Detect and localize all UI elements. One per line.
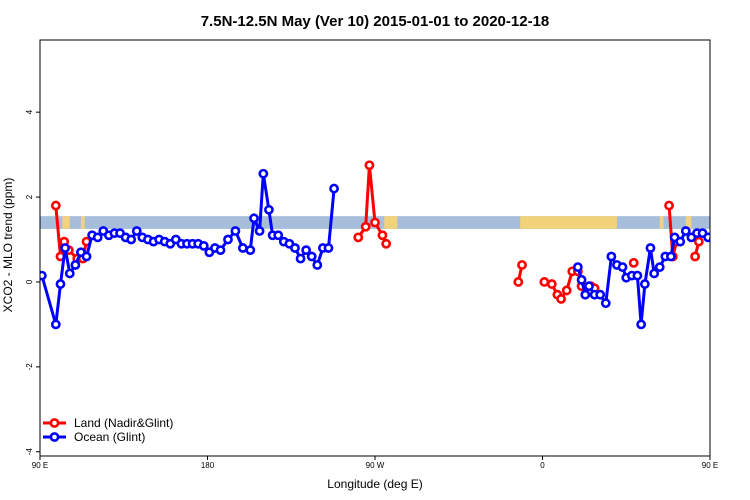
data-point <box>273 230 284 241</box>
data-point <box>628 257 639 268</box>
data-point <box>295 253 306 264</box>
data-point <box>572 262 583 273</box>
legend-swatch-marker <box>49 432 60 442</box>
y-tick-label: -2 <box>25 363 34 371</box>
data-point <box>360 221 371 232</box>
legend-label: Land (Nadir&Glint) <box>74 416 173 430</box>
land-band-segment <box>520 216 617 229</box>
data-point <box>693 236 704 247</box>
data-point <box>301 245 312 256</box>
data-point <box>546 279 557 289</box>
data-point <box>539 277 550 287</box>
data-point <box>81 251 92 262</box>
data-point <box>258 168 269 179</box>
data-point <box>60 243 71 253</box>
data-point <box>237 243 248 253</box>
data-point <box>323 243 334 253</box>
data-point <box>576 274 587 285</box>
land-band-segment <box>659 216 664 229</box>
data-point <box>50 319 61 330</box>
data-point <box>50 200 61 211</box>
data-point <box>254 226 265 236</box>
data-point <box>675 236 686 247</box>
data-point <box>353 232 364 243</box>
y-axis: -4 -2 0 2 4 <box>25 109 40 455</box>
data-point <box>584 281 594 292</box>
data-point <box>223 234 233 245</box>
data-point <box>645 243 656 253</box>
data-point <box>703 232 710 243</box>
data-point <box>55 279 66 289</box>
plot-area <box>40 160 728 330</box>
land-band-segment <box>384 216 398 229</box>
data-point <box>632 270 643 281</box>
x-tick-label: 90 E <box>702 461 718 470</box>
series-ocean <box>40 168 728 330</box>
data-point <box>198 240 209 251</box>
y-tick-label: 4 <box>25 109 34 114</box>
x-tick-label: 0 <box>540 461 545 470</box>
series-land <box>50 160 704 304</box>
data-point <box>312 260 323 270</box>
data-point <box>264 204 274 215</box>
data-point <box>64 268 75 279</box>
data-point <box>664 200 674 211</box>
x-axis-label: Longitude (deg E) <box>327 477 422 491</box>
data-point <box>306 251 317 262</box>
data-point <box>381 238 392 249</box>
data-point <box>556 294 567 304</box>
data-point <box>649 268 660 279</box>
data-point <box>215 245 226 256</box>
chart-title: 7.5N-12.5N May (Ver 10) 2015-01-01 to 20… <box>201 13 550 30</box>
data-point <box>126 234 137 245</box>
data-point <box>249 213 259 224</box>
data-point <box>131 226 142 236</box>
x-tick-label: 90 W <box>366 461 385 470</box>
land-band-segment <box>685 216 692 229</box>
land-band-segment <box>62 216 70 229</box>
x-tick-label: 180 <box>201 461 215 470</box>
legend-label: Ocean (Glint) <box>74 430 145 444</box>
data-point <box>364 160 375 171</box>
y-axis-label: XCO2 - MLO trend (ppm) <box>1 178 15 313</box>
data-point <box>40 270 47 281</box>
y-tick-label: 2 <box>25 194 34 199</box>
plot-frame <box>39 39 711 457</box>
legend: Land (Nadir&Glint)Ocean (Glint) <box>43 416 173 444</box>
data-point <box>617 262 628 273</box>
data-point <box>329 183 339 194</box>
data-point <box>245 245 256 256</box>
data-point <box>708 236 710 243</box>
data-point <box>513 277 524 287</box>
series-layer <box>40 160 728 330</box>
data-point <box>377 230 388 241</box>
data-point <box>639 279 650 289</box>
legend-swatch-marker <box>49 418 60 428</box>
y-tick-label: 0 <box>25 279 34 284</box>
data-point <box>517 260 527 270</box>
data-point <box>561 285 572 296</box>
data-point <box>680 226 691 236</box>
data-point <box>92 232 103 243</box>
data-point <box>606 251 617 262</box>
data-point <box>230 226 241 236</box>
data-point <box>600 298 611 309</box>
data-point <box>636 319 647 330</box>
data-point <box>654 262 665 273</box>
x-tick-label: 90 E <box>32 461 48 470</box>
land-band-segment <box>80 216 85 229</box>
data-point <box>290 243 300 253</box>
data-point <box>666 251 676 262</box>
data-point <box>721 232 728 239</box>
data-point <box>70 260 81 270</box>
data-point <box>580 289 591 300</box>
y-tick-label: -4 <box>25 448 34 456</box>
data-point <box>370 217 380 228</box>
data-point <box>690 251 701 262</box>
data-point <box>716 227 723 234</box>
x-axis: 90 E 180 90 W 0 90 E <box>32 456 718 470</box>
data-point <box>595 289 606 300</box>
